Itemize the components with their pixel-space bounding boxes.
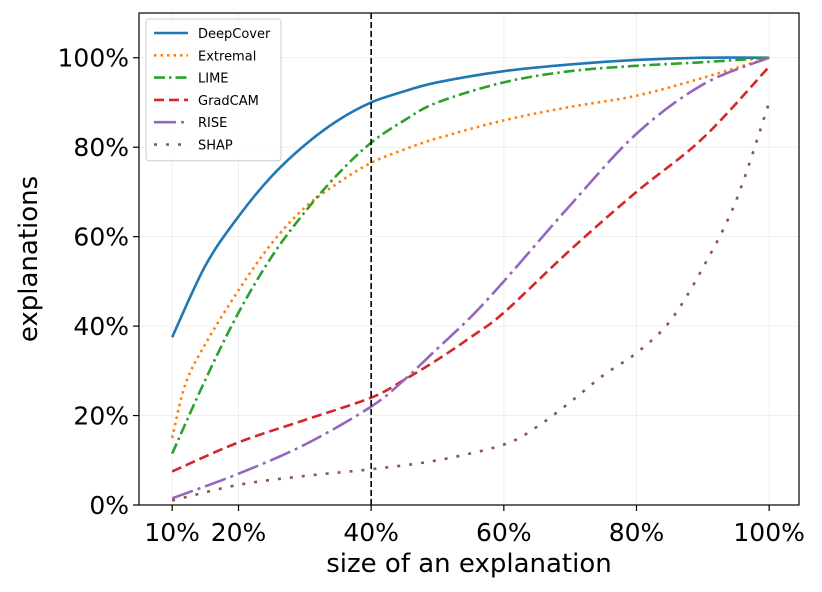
x-tick-label: 60% <box>476 518 532 547</box>
legend-box <box>145 18 282 162</box>
y-tick-label: 0% <box>89 491 129 520</box>
series-line-extremal <box>170 56 770 439</box>
x-tick-label: 10% <box>144 518 200 547</box>
legend-label-extremal: Extremal <box>198 49 256 64</box>
series-line-deepcover <box>170 56 770 338</box>
plot-frame <box>138 12 800 506</box>
legend-label-lime: LIME <box>198 72 229 87</box>
x-tick-label: 80% <box>609 518 665 547</box>
y-tick-label: 100% <box>58 44 129 73</box>
y-tick-label: 20% <box>73 402 129 431</box>
x-tick-label: 100% <box>733 518 804 547</box>
y-tick-label: 80% <box>73 133 129 162</box>
legend-label-rise: RISE <box>198 116 227 131</box>
series-line-gradcam <box>171 65 771 473</box>
ticks-layer: 10% 20% 40% 60% 80% 100% 0% 20% 40% 60% 80% 100% <box>58 44 805 547</box>
y-axis-label: explanations <box>14 176 44 342</box>
y-tick-label: 60% <box>73 223 129 252</box>
legend: DeepCover Extremal LIME GradCAM RISE SHAP <box>145 18 282 162</box>
legend-label-deepcover: DeepCover <box>198 27 271 42</box>
x-axis-label: size of an explanation <box>326 549 611 579</box>
legend-label-shap: SHAP <box>198 139 233 154</box>
series-line-rise <box>171 56 770 500</box>
series-line-lime <box>170 56 770 455</box>
series-layer <box>170 56 771 502</box>
x-tick-label: 40% <box>343 518 399 547</box>
series-line-shap <box>171 102 771 502</box>
y-tick-label: 40% <box>73 312 129 341</box>
legend-label-gradcam: GradCAM <box>198 94 259 109</box>
x-tick-label: 20% <box>211 518 267 547</box>
